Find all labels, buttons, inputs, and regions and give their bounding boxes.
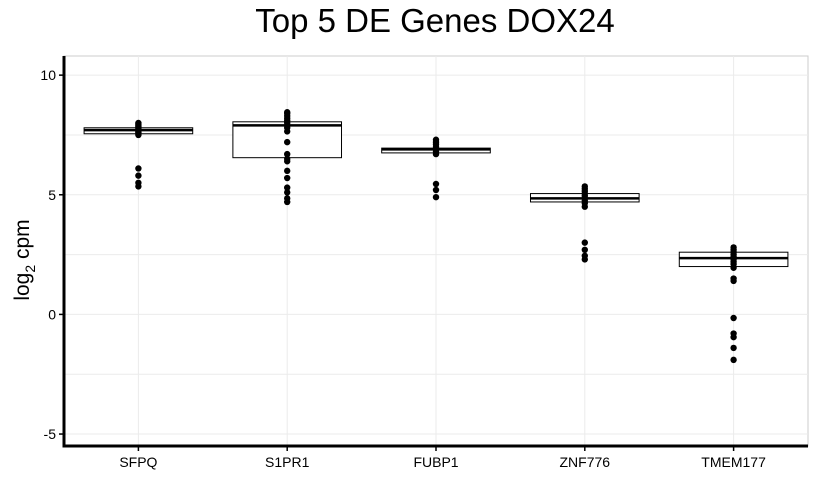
- data-point: [284, 167, 291, 175]
- x-tick-label: FUBP1: [413, 454, 458, 470]
- y-tick-label: 10: [40, 67, 56, 83]
- data-point: [135, 183, 142, 190]
- data-point: [284, 138, 291, 146]
- data-point: [284, 150, 291, 158]
- data-point: [730, 333, 737, 341]
- data-point: [284, 128, 291, 135]
- data-point: [581, 256, 588, 263]
- data-point: [432, 180, 440, 188]
- data-point: [730, 314, 737, 322]
- y-tick-label: 5: [48, 187, 56, 203]
- grid-lines: [63, 55, 809, 447]
- x-tick-label: SFPQ: [119, 454, 157, 470]
- data-point: [730, 264, 737, 271]
- chart-title: Top 5 DE Genes DOX24: [255, 2, 615, 39]
- data-point: [284, 158, 291, 165]
- y-axis-label: log2 cpm: [11, 219, 38, 300]
- data-point: [730, 277, 737, 285]
- data-point: [581, 239, 588, 246]
- data-point: [432, 193, 440, 201]
- axes: [59, 56, 808, 451]
- data-point: [730, 344, 737, 352]
- x-tick-label: TMEM177: [701, 454, 766, 470]
- data-point: [135, 172, 142, 179]
- data-point: [432, 150, 440, 158]
- data-point: [284, 174, 291, 182]
- data-point: [284, 184, 291, 191]
- points: [135, 109, 737, 364]
- x-tick-label: ZNF776: [560, 454, 611, 470]
- tick-labels: -5 0 5 10 SFPQ S1PR1 FUBP1 ZNF776 TMEM177: [40, 67, 766, 470]
- data-point: [135, 131, 142, 139]
- data-point: [432, 186, 440, 194]
- y-tick-label: 0: [48, 306, 56, 322]
- data-point: [284, 198, 291, 206]
- x-tick-label: S1PR1: [265, 454, 310, 470]
- y-axis-label-main: log: [11, 273, 34, 301]
- y-tick-label: -5: [44, 426, 57, 442]
- data-point: [730, 356, 737, 364]
- data-point: [284, 189, 291, 196]
- y-axis-label-suffix: cpm: [11, 219, 34, 265]
- data-point: [135, 165, 142, 172]
- data-point: [581, 246, 588, 254]
- data-point: [581, 203, 588, 210]
- y-axis-label-subscript: 2: [22, 265, 38, 273]
